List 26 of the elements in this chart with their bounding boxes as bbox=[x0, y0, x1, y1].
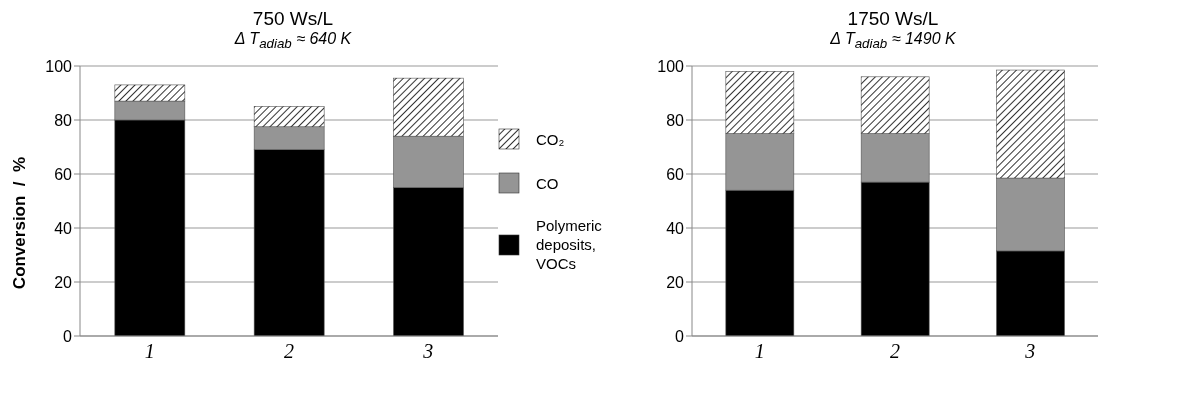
x-tick-label: 1 bbox=[144, 340, 155, 363]
text: CO₂ bbox=[536, 129, 566, 149]
y-tick-label: 100 bbox=[45, 57, 73, 75]
x-tick-label: 1 bbox=[754, 340, 765, 363]
chart-subtitle: Δ T$_{adiab}$ ≈ 640 K bbox=[233, 30, 353, 54]
y-tick-label: 100 bbox=[657, 57, 685, 75]
chart-title: 750 Ws/L bbox=[251, 8, 335, 30]
x-tick-label: 3 bbox=[1024, 340, 1036, 363]
y-tick-label: 0 bbox=[675, 327, 685, 345]
x-tick-label: 2 bbox=[890, 340, 900, 363]
y-tick-label: 20 bbox=[54, 273, 73, 291]
y-tick-label: 0 bbox=[63, 327, 73, 345]
chart-title: 1750 Ws/L bbox=[846, 8, 940, 30]
y-tick-label: 80 bbox=[666, 111, 685, 129]
y-tick-label: 80 bbox=[54, 111, 73, 129]
y-tick-label: 40 bbox=[666, 219, 685, 237]
x-tick-label: 2 bbox=[284, 340, 294, 363]
legend-label: Polymeric deposits, VOCs bbox=[536, 216, 603, 273]
y-axis-title: Conversion / % bbox=[10, 156, 30, 290]
legend-label: CO bbox=[536, 173, 560, 193]
y-tick-label: 20 bbox=[666, 273, 685, 291]
y-tick-label: 60 bbox=[666, 165, 685, 183]
y-tick-label: 60 bbox=[54, 165, 73, 183]
y-tick-label: 40 bbox=[54, 219, 73, 237]
x-tick-label: 3 bbox=[422, 340, 434, 363]
chart-subtitle: Δ T$_{adiab}$ ≈ 1490 K bbox=[829, 30, 957, 54]
